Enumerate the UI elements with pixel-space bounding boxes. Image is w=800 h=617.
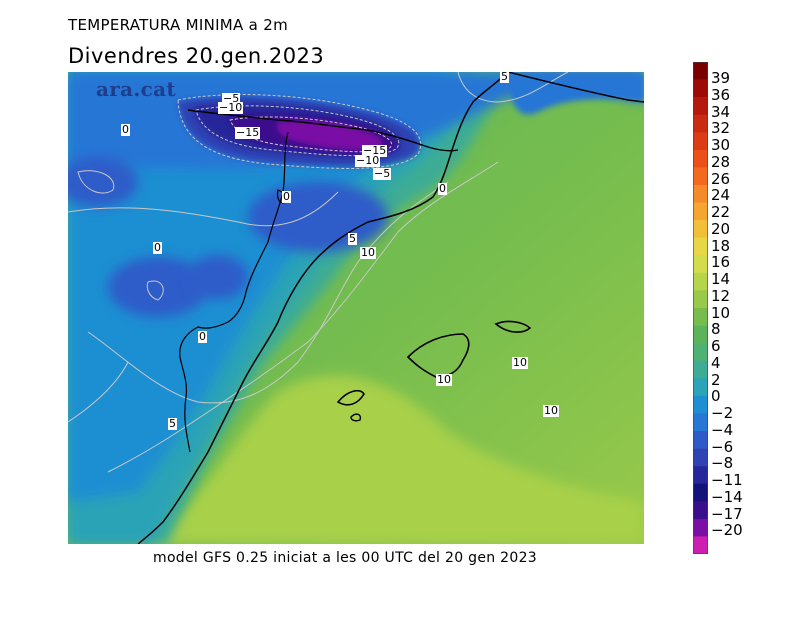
legend-swatch — [693, 114, 708, 133]
legend-tick-label: −11 — [711, 471, 743, 490]
contour-label-m10-a: −10 — [218, 101, 244, 114]
cold-blob-southwest — [108, 257, 208, 317]
contour-label-0-central: 0 — [282, 190, 291, 203]
legend-swatch — [693, 360, 708, 379]
legend-swatch — [693, 62, 708, 80]
cold-blob-west — [68, 157, 138, 207]
legend-tick-label: 20 — [711, 219, 731, 238]
menorca-island — [494, 320, 532, 333]
legend-swatch — [693, 466, 708, 485]
legend-colorbar — [693, 62, 708, 554]
contour-label-m15-b: −15 — [362, 144, 388, 157]
legend-tick-label: 16 — [711, 253, 731, 272]
legend-swatch — [693, 237, 708, 256]
legend-swatch — [693, 325, 708, 344]
legend-tick-label: 28 — [711, 152, 731, 171]
legend-tick-label: 22 — [711, 203, 731, 221]
contour-label-0-coast: 0 — [438, 182, 447, 195]
legend-swatch — [693, 501, 708, 520]
legend-swatch — [693, 97, 708, 116]
legend-swatch — [693, 448, 708, 467]
contour-label-m15-a: −15 — [235, 126, 261, 139]
legend-tick-label: 12 — [711, 286, 731, 305]
ibiza-island — [336, 389, 365, 406]
map-title: TEMPERATURA MINIMA a 2m — [68, 16, 288, 34]
legend-swatch — [693, 431, 708, 449]
legend-tick-label: −2 — [711, 404, 734, 423]
legend-tick-label: 26 — [711, 169, 731, 188]
legend-swatch — [693, 167, 708, 186]
legend-swatch — [693, 290, 708, 309]
legend-tick-label: −8 — [711, 454, 734, 473]
temperature-map — [68, 72, 644, 544]
cold-blob-pyrenees-edge — [248, 182, 388, 252]
legend-swatch — [693, 378, 708, 397]
coastline-france — [507, 72, 644, 103]
legend-tick-label: 18 — [711, 236, 731, 255]
legend-tick-label: 36 — [711, 85, 731, 104]
legend-swatch — [693, 395, 708, 414]
legend-swatch — [693, 413, 708, 432]
field-blue — [68, 72, 448, 502]
legend-swatch — [693, 132, 708, 151]
legend-tick-label: 34 — [711, 102, 731, 121]
contour-label-5-south: 5 — [168, 417, 177, 430]
legend-tick-label: 4 — [711, 353, 721, 372]
legend-swatch — [693, 202, 708, 221]
model-caption: model GFS 0.25 iniciat a les 00 UTC del … — [153, 550, 538, 566]
legend-swatch — [693, 308, 708, 326]
legend-tick-label: 8 — [711, 320, 721, 339]
contour-label-10-sea: 10 — [543, 404, 559, 417]
border-catalonia-aragon — [179, 131, 289, 453]
border-france-spain — [187, 109, 459, 152]
contour-label-m5-b: −5 — [373, 167, 392, 180]
coastline — [137, 72, 509, 544]
contour-lines — [68, 72, 569, 473]
contour-label-5-central: 5 — [348, 232, 357, 245]
mallorca-island — [406, 333, 470, 378]
contour-label-m10-b: −10 — [355, 154, 381, 167]
contour-label-0-mid: 0 — [153, 241, 162, 254]
contour-label-10-east: 10 — [436, 373, 452, 386]
legend-tick-label: 10 — [711, 303, 731, 322]
legend-swatch — [693, 518, 708, 537]
contour-label-0-west: 0 — [121, 123, 130, 136]
legend-tick-label: −17 — [711, 504, 743, 523]
contour-label-10-central: 10 — [360, 246, 376, 259]
legend-tick-label: 14 — [711, 270, 731, 289]
legend-tick-label: 24 — [711, 186, 731, 205]
field-ne-corner — [508, 72, 644, 115]
contour-label-5-north: 5 — [500, 70, 509, 83]
legend-tick-label: −6 — [711, 437, 734, 456]
legend-swatch — [693, 272, 708, 291]
cold-core-deepest — [276, 120, 383, 151]
ara-cat-logo: ara.cat — [96, 77, 176, 101]
legend-tick-label: 0 — [711, 387, 721, 406]
contour-label-10-island: 10 — [512, 356, 528, 369]
legend-swatch — [693, 483, 708, 502]
legend-tick-label: 30 — [711, 136, 731, 154]
legend-tick-label: −4 — [711, 420, 734, 439]
legend-swatch — [693, 220, 708, 239]
legend-tick-label: −20 — [711, 521, 743, 540]
legend-swatch — [693, 149, 708, 168]
legend-swatch — [693, 185, 708, 203]
cold-blob-center — [188, 255, 248, 299]
formentera-island — [350, 413, 362, 422]
legend-tick-label: 6 — [711, 337, 721, 356]
legend-color-swatches — [693, 62, 708, 554]
legend-tick-label: −14 — [711, 487, 743, 506]
legend-swatch — [693, 343, 708, 362]
legend-swatch — [693, 79, 708, 98]
forecast-date: Divendres 20.gen.2023 — [68, 44, 325, 68]
legend-swatch — [693, 255, 708, 274]
legend-tick-label: 39 — [711, 69, 731, 87]
legend-tick-label: 32 — [711, 119, 731, 138]
field-warm-south — [148, 375, 644, 544]
legend-swatch — [693, 536, 708, 554]
contour-label-0-south: 0 — [198, 330, 207, 343]
legend-tick-label: 2 — [711, 370, 721, 389]
